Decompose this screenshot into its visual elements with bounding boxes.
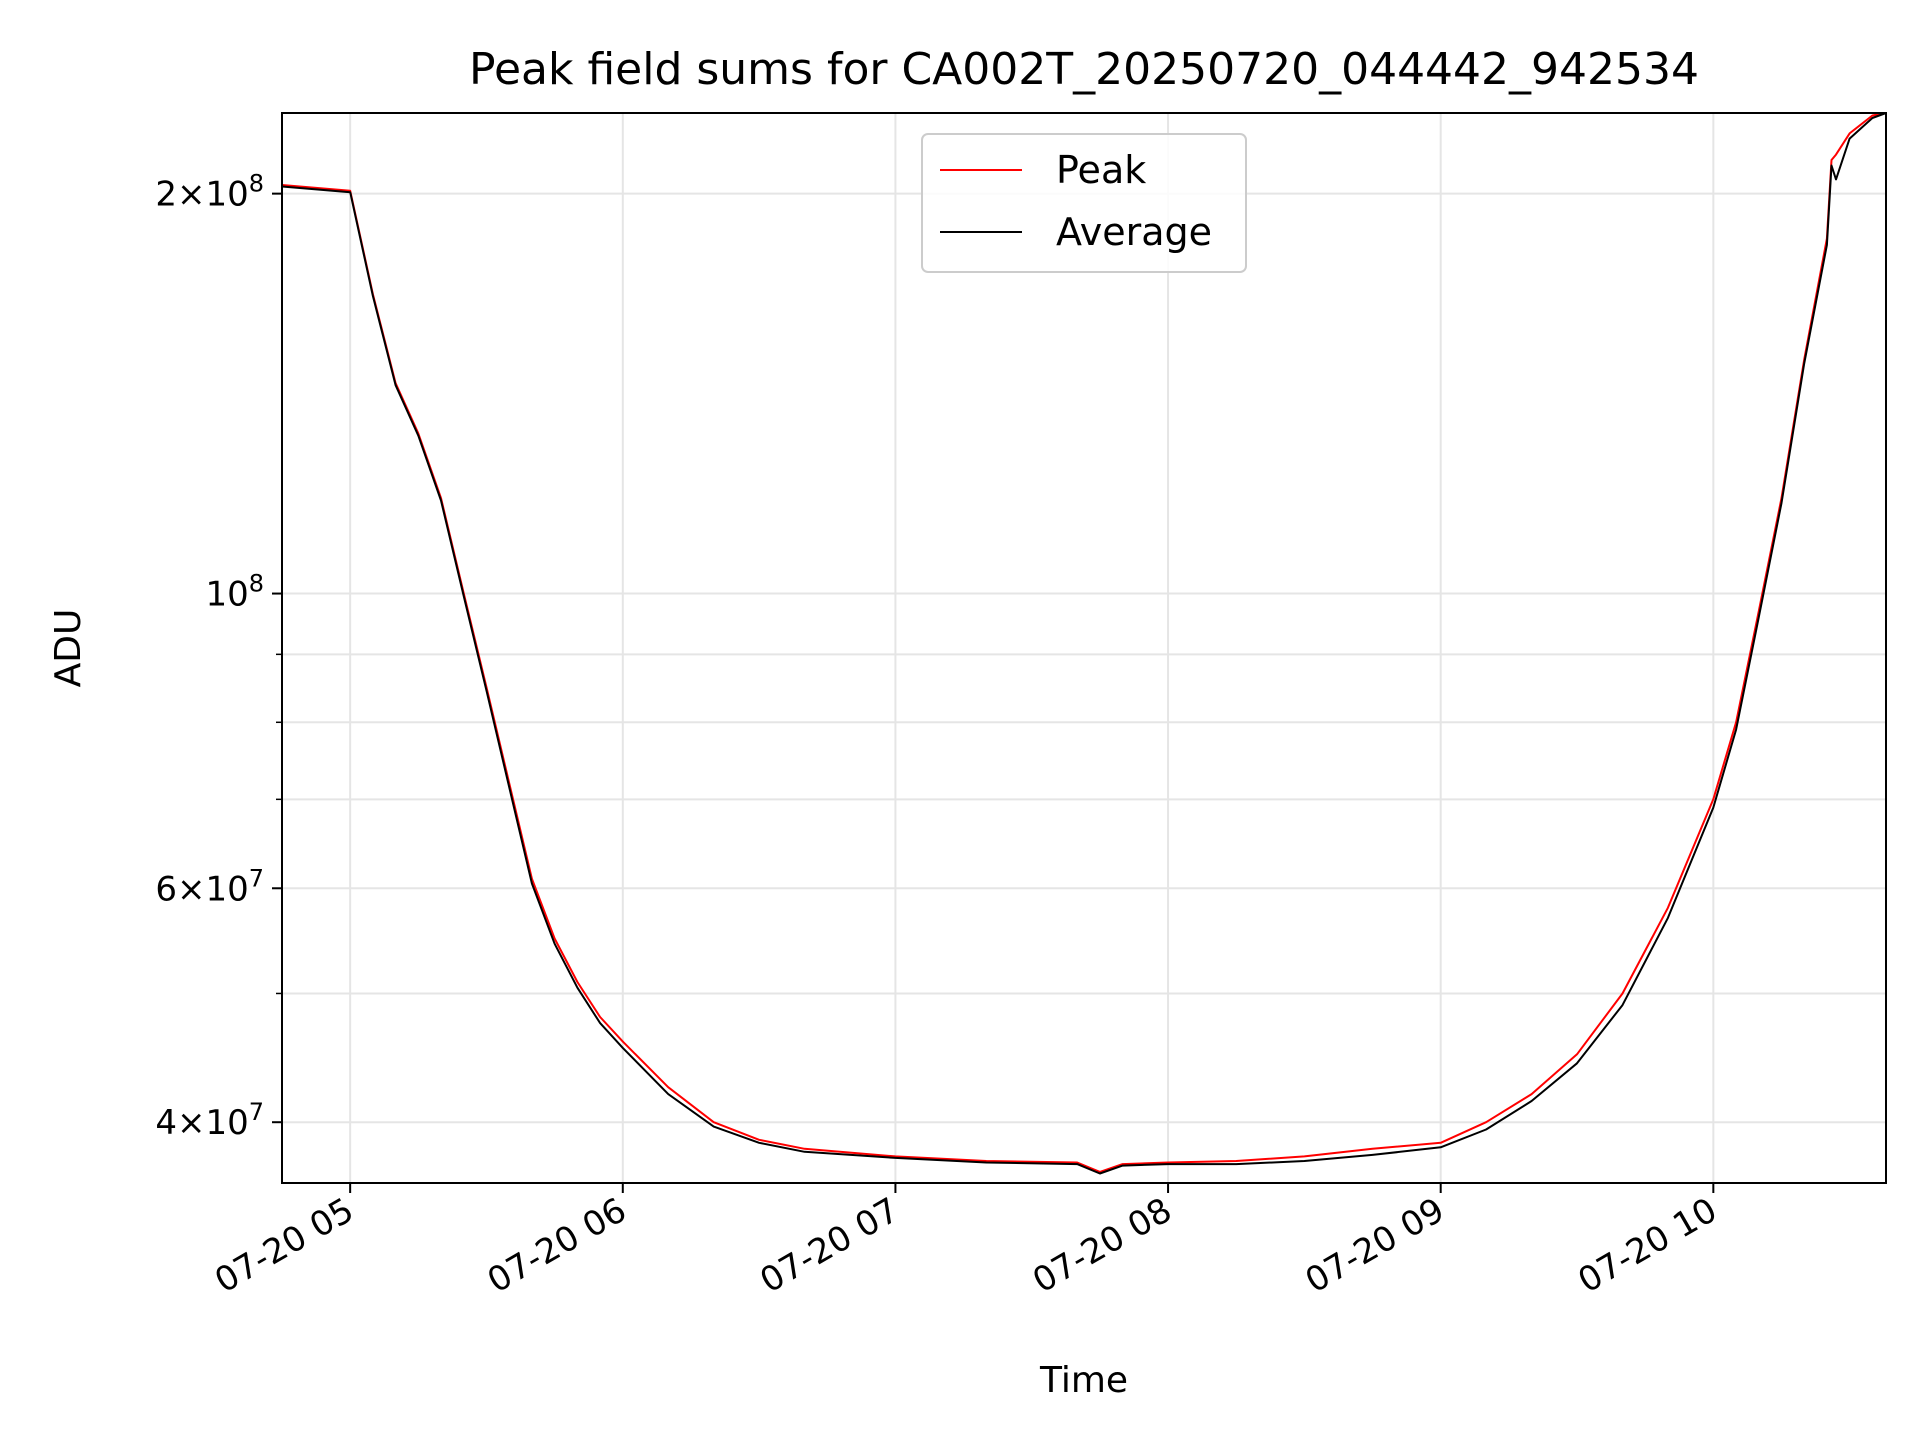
plot-frame (281, 112, 1887, 1184)
y-axis-label: ADU (48, 609, 89, 688)
y-tick-label: 6×107 (155, 864, 264, 909)
chart-title: Peak field sums for CA002T_20250720_0444… (469, 44, 1699, 95)
x-axis-label: Time (1039, 1360, 1128, 1401)
legend-average-label: Average (1056, 210, 1212, 254)
y-tick-label: 108 (205, 570, 264, 615)
legend-peak-label: Peak (1056, 148, 1146, 192)
series-line-average (281, 112, 1887, 1175)
y-tick-label: 4×107 (155, 1098, 264, 1143)
series-layer (281, 112, 1887, 1175)
legend: Peak Average (921, 133, 1247, 273)
legend-box (921, 133, 1247, 273)
y-tick-label: 2×108 (155, 170, 264, 215)
